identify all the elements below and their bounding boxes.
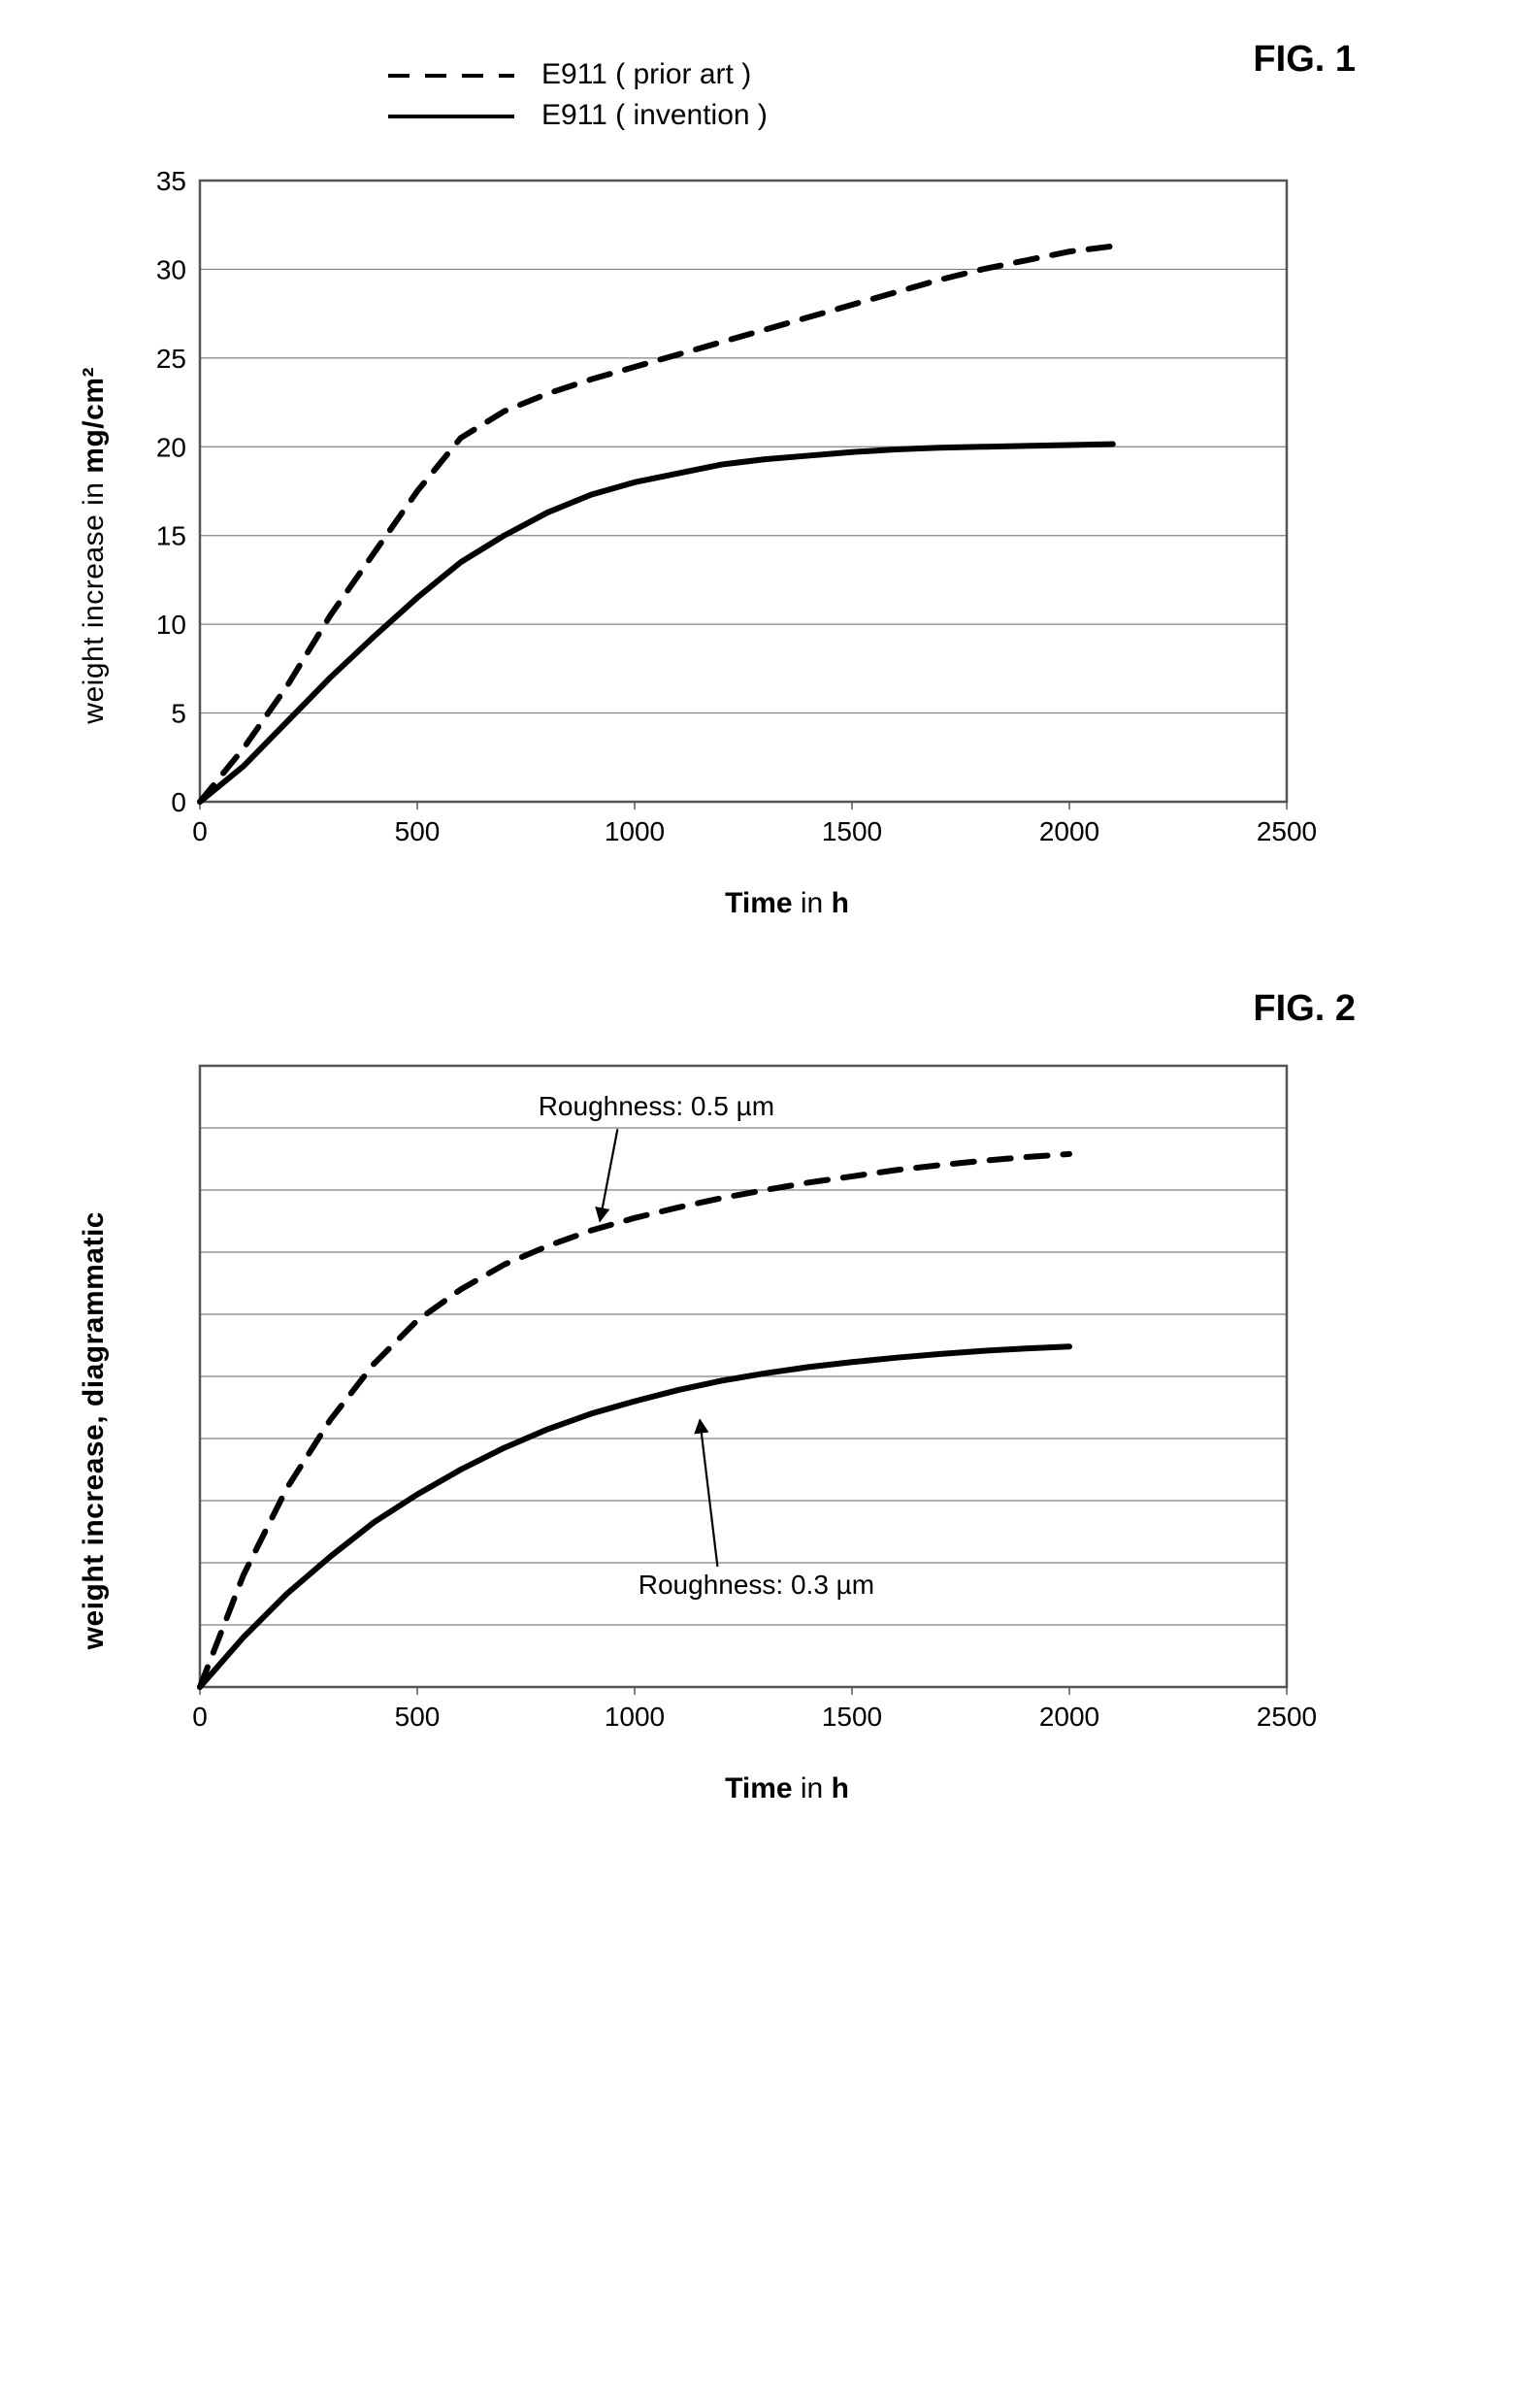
svg-text:15: 15 xyxy=(156,521,186,551)
svg-text:0: 0 xyxy=(192,816,208,846)
svg-text:0: 0 xyxy=(192,1702,208,1732)
legend-label: E911 ( prior art ) xyxy=(541,58,751,91)
svg-text:2500: 2500 xyxy=(1257,1702,1316,1732)
fig2-ylabel: weight increase, diagrammatic xyxy=(78,1211,111,1649)
svg-text:500: 500 xyxy=(395,816,441,846)
svg-text:1000: 1000 xyxy=(605,816,665,846)
svg-text:35: 35 xyxy=(156,171,186,196)
fig1-ylabel: weight increase in mg/cm² xyxy=(78,367,111,724)
svg-text:2000: 2000 xyxy=(1039,1702,1099,1732)
figure-1: FIG. 1 E911 ( prior art ) E911 ( inventi… xyxy=(78,58,1462,920)
svg-text:Roughness: 0.3 µm: Roughness: 0.3 µm xyxy=(639,1570,874,1600)
svg-text:0: 0 xyxy=(171,787,186,817)
fig1-xlabel: Time in h xyxy=(258,887,1316,920)
svg-text:2500: 2500 xyxy=(1257,816,1316,846)
svg-text:2000: 2000 xyxy=(1039,816,1099,846)
fig2-xlabel: Time in h xyxy=(258,1772,1316,1805)
svg-text:1000: 1000 xyxy=(605,1702,665,1732)
svg-text:25: 25 xyxy=(156,344,186,374)
legend-item-invention: E911 ( invention ) xyxy=(388,99,1462,132)
svg-text:20: 20 xyxy=(156,432,186,462)
fig1-svg: 0 5 10 15 20 25 30 35 0 500 1000 1500 2000 2500 xyxy=(122,171,1316,870)
legend-swatch-solid xyxy=(388,113,514,118)
fig1-chart-area: weight increase in mg/cm² 0 5 10 15 20 25 30 35… xyxy=(78,171,1462,920)
svg-text:10: 10 xyxy=(156,610,186,640)
fig2-plot-container: 0 500 1000 1500 2000 2500 Roughness: 0.5 µm Rou… xyxy=(122,1056,1316,1805)
svg-text:5: 5 xyxy=(171,699,186,729)
svg-text:1500: 1500 xyxy=(822,816,882,846)
svg-text:Roughness: 0.5 µm: Roughness: 0.5 µm xyxy=(539,1091,774,1121)
legend-swatch-dashed xyxy=(388,72,514,78)
fig1-label: FIG. 1 xyxy=(1253,39,1356,81)
svg-text:30: 30 xyxy=(156,254,186,284)
fig1-plot-container: 0 5 10 15 20 25 30 35 0 500 1000 1500 2000 2500 Time … xyxy=(122,171,1316,920)
svg-text:500: 500 xyxy=(395,1702,441,1732)
fig2-svg: 0 500 1000 1500 2000 2500 Roughness: 0.5 µm Rou… xyxy=(122,1056,1316,1755)
fig2-label: FIG. 2 xyxy=(1253,988,1356,1030)
legend-label: E911 ( invention ) xyxy=(541,99,768,132)
figure-2: FIG. 2 weight increase, diagrammatic 050… xyxy=(78,1056,1462,1805)
svg-text:1500: 1500 xyxy=(822,1702,882,1732)
fig2-chart-area: weight increase, diagrammatic 0 500 1000 15… xyxy=(78,1056,1462,1805)
